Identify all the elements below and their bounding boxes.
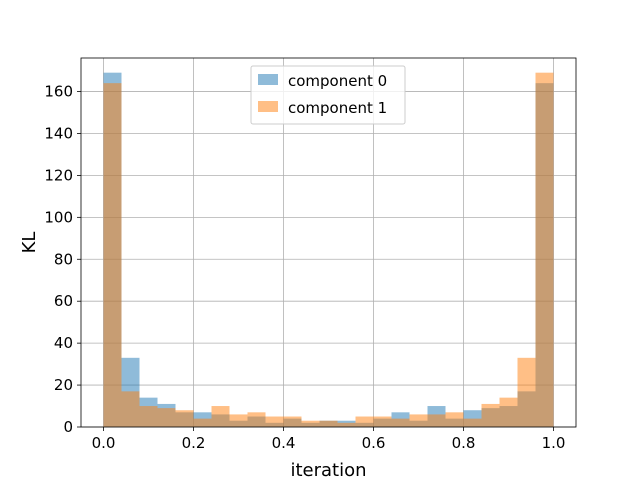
x-tick-label-0: 0.0: [92, 434, 116, 452]
bar-component-1-bin-23: [517, 357, 536, 427]
x-tick-label-1: 0.2: [182, 434, 206, 452]
bar-component-1-bin-6: [211, 406, 230, 427]
bar-component-1-bin-0: [103, 83, 122, 427]
bar-component-1-bin-18: [427, 414, 446, 427]
y-tick-label-7: 140: [44, 124, 73, 142]
bar-component-1-bin-3: [157, 408, 176, 427]
y-tick-label-4: 80: [54, 250, 73, 268]
legend-swatch-component-0: [258, 74, 278, 85]
legend-label-component-1: component 1: [288, 99, 387, 117]
y-tick-label-5: 100: [44, 208, 73, 226]
bar-component-1-bin-15: [373, 416, 392, 427]
y-tick-label-2: 40: [54, 334, 73, 352]
bar-component-1-bin-13: [337, 422, 356, 427]
legend-box: [250, 65, 406, 125]
x-tick-label-3: 0.6: [362, 434, 386, 452]
bar-component-1-bin-21: [481, 403, 500, 427]
bar-component-1-bin-19: [445, 412, 464, 427]
bar-component-1-bin-17: [409, 414, 428, 427]
y-tick-label-0: 0: [63, 418, 73, 436]
bars-layer: [103, 72, 554, 427]
x-tick-label-2: 0.4: [272, 434, 296, 452]
bar-component-1-bin-16: [391, 418, 410, 427]
bar-component-1-bin-5: [193, 418, 212, 427]
plot-frame: [80, 57, 577, 428]
y-tick-label-1: 20: [54, 376, 73, 394]
bar-component-1-bin-2: [139, 406, 158, 427]
bar-component-1-bin-11: [301, 420, 320, 427]
bar-component-1-bin-9: [265, 416, 284, 427]
y-tick-label-3: 60: [54, 292, 73, 310]
y-axis-label: KL: [19, 232, 40, 254]
bar-component-1-bin-12: [319, 420, 338, 427]
bar-component-1-bin-20: [463, 418, 482, 427]
bar-component-1-bin-7: [229, 414, 248, 427]
ticks-layer: 0.0 0.2 0.4 0.6 0.8 1.0 0 20 40 60 80 100 120 140 160: [44, 83, 565, 452]
legend-swatch-component-1: [258, 101, 278, 112]
bar-component-1-bin-1: [121, 391, 140, 427]
x-axis-label: iteration: [290, 460, 366, 480]
bar-component-1-bin-8: [247, 412, 266, 427]
x-tick-label-4: 0.8: [452, 434, 476, 452]
bar-component-1-bin-4: [175, 410, 194, 427]
bar-component-1-bin-24: [535, 72, 554, 427]
x-tick-label-5: 1.0: [542, 434, 566, 452]
legend-label-component-0: component 0: [288, 72, 387, 90]
y-tick-label-8: 160: [44, 83, 73, 101]
y-tick-label-6: 120: [44, 166, 73, 184]
bar-component-1-bin-14: [355, 416, 374, 427]
legend: component 0 component 1: [250, 65, 406, 125]
bar-component-1-bin-22: [499, 397, 518, 427]
bar-component-1-bin-10: [283, 416, 302, 427]
